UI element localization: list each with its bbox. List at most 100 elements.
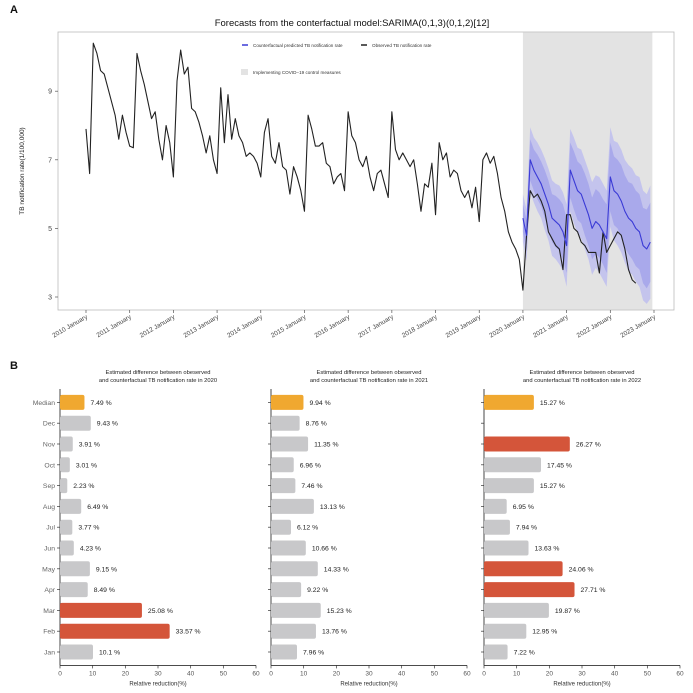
data-label: 14.33 % xyxy=(324,566,349,573)
data-label: 6.95 % xyxy=(513,504,534,511)
bar-mar xyxy=(60,602,142,618)
x-tick-label: 0 xyxy=(58,670,62,677)
x-tick-label: 10 xyxy=(513,670,521,677)
legend-label-predicted: Counterfactual predicted TB notification… xyxy=(253,43,343,48)
prediction-interval-80 xyxy=(522,139,651,289)
data-label: 13.76 % xyxy=(322,629,347,636)
x-tick-label: 20 xyxy=(546,670,554,677)
forecast-line-chart: Forecasts from the conterfactual model:S… xyxy=(19,18,675,339)
x-tick-label: 0 xyxy=(482,670,486,677)
data-label: 17.45 % xyxy=(547,462,572,469)
x-tick-label: 20 xyxy=(333,670,341,677)
x-tick-label: 2016 January xyxy=(314,313,352,339)
data-label: 3.01 % xyxy=(76,462,97,469)
predicted-series-line xyxy=(522,159,651,250)
data-label: 19.87 % xyxy=(555,608,580,615)
bar-feb xyxy=(271,623,316,639)
bar-subplot-2: Estimated difference between obeserved an… xyxy=(268,370,471,687)
bar-oct xyxy=(271,457,294,473)
category-label: Median xyxy=(33,400,56,407)
data-label: 7.94 % xyxy=(516,525,537,532)
bar-oct xyxy=(60,457,70,473)
bar-jul xyxy=(271,519,291,535)
data-label: 8.76 % xyxy=(306,421,327,428)
x-tick-label: 2014 January xyxy=(226,313,264,339)
data-label: 10.66 % xyxy=(312,546,337,553)
category-label: Sep xyxy=(43,483,55,490)
data-label: 7.46 % xyxy=(301,483,322,490)
data-label: 11.35 % xyxy=(314,442,338,449)
x-axis-label: Relative reduction(%) xyxy=(129,681,186,687)
y-tick-label: 7 xyxy=(48,157,52,164)
bar-nov xyxy=(484,436,570,452)
data-label: 3.91 % xyxy=(79,442,100,449)
data-label: 9.43 % xyxy=(97,421,118,428)
category-label: Nov xyxy=(43,442,56,449)
x-tick-label: 10 xyxy=(89,670,97,677)
bar-jun xyxy=(271,540,306,556)
panel-label-b: B xyxy=(10,360,18,372)
x-tick-label: 50 xyxy=(220,670,228,677)
data-label: 13.13 % xyxy=(320,504,345,511)
data-label: 15.27 % xyxy=(540,483,565,490)
data-label: 13.63 % xyxy=(535,546,560,553)
x-tick-label: 2011 January xyxy=(95,313,133,339)
bar-dec xyxy=(271,415,300,431)
bar-nov xyxy=(60,436,73,452)
legend-label-observed: Observed TB notification rate xyxy=(372,43,432,48)
data-label: 6.12 % xyxy=(297,525,318,532)
bar-dec xyxy=(60,415,91,431)
y-tick-label: 3 xyxy=(48,295,52,302)
bar-jan xyxy=(271,644,298,660)
category-label: Jul xyxy=(46,525,55,532)
x-tick-label: 60 xyxy=(676,670,684,677)
bar-jan xyxy=(60,644,93,660)
data-label: 10.1 % xyxy=(99,650,120,657)
bar-may xyxy=(484,561,563,577)
x-tick-label: 30 xyxy=(154,670,162,677)
bar-aug xyxy=(271,498,314,514)
data-label: 7.96 % xyxy=(303,650,324,657)
x-tick-label: 60 xyxy=(252,670,260,677)
bar-nov xyxy=(271,436,309,452)
category-label: Oct xyxy=(44,462,55,469)
x-tick-label: 40 xyxy=(611,670,619,677)
category-label: Jan xyxy=(44,650,55,657)
subplot-title: and counterfactual TB notification rate … xyxy=(523,378,641,384)
data-label: 26.27 % xyxy=(576,442,601,449)
data-label: 15.27 % xyxy=(540,400,565,407)
bar-jun xyxy=(484,540,529,556)
x-tick-label: 2021 January xyxy=(532,313,570,339)
data-label: 7.22 % xyxy=(514,650,535,657)
x-tick-label: 2018 January xyxy=(401,313,439,339)
x-tick-label: 2012 January xyxy=(139,313,177,339)
bar-sep xyxy=(60,478,68,494)
category-label: Dec xyxy=(43,421,56,428)
subplot-title: and counterfactual TB notification rate … xyxy=(99,378,217,384)
bar-sep xyxy=(271,478,296,494)
x-tick-label: 40 xyxy=(398,670,406,677)
bar-median xyxy=(60,394,85,410)
x-tick-label: 60 xyxy=(463,670,471,677)
data-label: 12.95 % xyxy=(532,629,557,636)
x-tick-label: 2017 January xyxy=(357,313,395,339)
bar-median xyxy=(484,394,534,410)
x-tick-label: 2015 January xyxy=(270,313,308,339)
x-tick-label: 0 xyxy=(269,670,273,677)
bar-mar xyxy=(484,602,549,618)
legend-swatch-covid xyxy=(241,69,248,75)
x-tick-label: 2022 January xyxy=(576,313,614,339)
subplot-title: Estimated difference between obeserved xyxy=(530,370,635,376)
data-label: 3.77 % xyxy=(78,525,99,532)
bar-may xyxy=(60,561,90,577)
data-label: 9.15 % xyxy=(96,566,117,573)
data-label: 25.08 % xyxy=(148,608,173,615)
bar-median xyxy=(271,394,304,410)
y-tick-label: 5 xyxy=(48,226,52,233)
bar-jun xyxy=(60,540,74,556)
data-label: 9.22 % xyxy=(307,587,328,594)
data-label: 33.57 % xyxy=(176,629,201,636)
category-label: Aug xyxy=(43,504,55,511)
bar-aug xyxy=(484,498,507,514)
x-tick-label: 50 xyxy=(431,670,439,677)
